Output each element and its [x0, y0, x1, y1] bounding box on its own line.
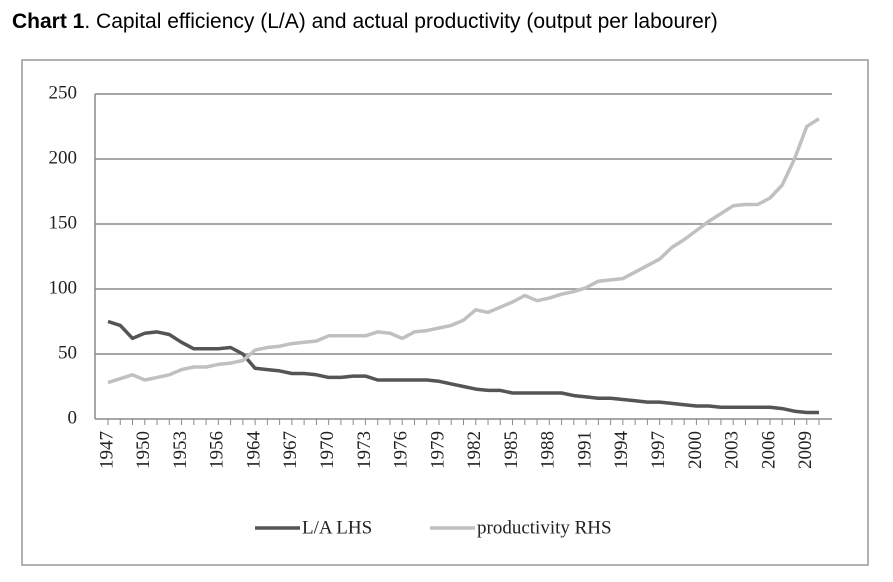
- chart-title: Chart 1. Capital efficiency (L/A) and ac…: [12, 10, 718, 33]
- x-tick-label: 2000: [685, 431, 706, 469]
- x-tick-label: 1988: [538, 431, 559, 469]
- chart-frame: [21, 59, 869, 566]
- y-tick-label: 0: [68, 407, 78, 428]
- x-tick-label: 1967: [280, 431, 301, 469]
- line-series: [107, 117, 820, 385]
- y-tick-label: 150: [49, 212, 78, 233]
- x-tick-label: 1985: [501, 431, 522, 469]
- legend-label: productivity RHS: [477, 517, 612, 538]
- y-tick-label: 100: [49, 277, 78, 298]
- x-tick-label: 2003: [722, 431, 743, 469]
- x-tick-label: 1976: [391, 431, 412, 469]
- y-tick-label: 50: [58, 342, 77, 363]
- x-tick-label: 1947: [96, 431, 117, 469]
- x-tick-label: 1953: [170, 431, 191, 469]
- x-tick-label: 1964: [243, 431, 264, 470]
- legend-label: L/A LHS: [302, 517, 372, 538]
- x-tick-label: 1997: [648, 431, 669, 469]
- x-tick-label: 1982: [464, 431, 485, 469]
- x-tick-label: 2006: [758, 431, 779, 469]
- x-tick-label: 1970: [317, 431, 338, 469]
- y-tick-label: 250: [49, 82, 78, 103]
- x-tick-label: 1991: [574, 431, 595, 469]
- x-tick-label: 1950: [133, 431, 154, 469]
- x-tick-label: 1994: [611, 431, 632, 470]
- line-series: [107, 319, 819, 415]
- chart-title-text: . Capital efficiency (L/A) and actual pr…: [84, 10, 717, 33]
- x-tick-label: 1956: [207, 431, 228, 469]
- y-tick-label: 200: [49, 147, 78, 168]
- x-tick-label: 1973: [354, 431, 375, 469]
- chart-title-label: Chart 1: [12, 10, 85, 33]
- x-tick-label: 1979: [427, 431, 448, 469]
- x-tick-label: 2009: [795, 431, 816, 469]
